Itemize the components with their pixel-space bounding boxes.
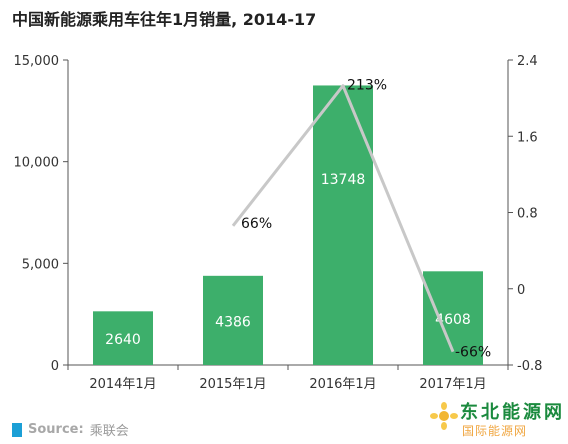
y-right-tick-label: -0.8: [517, 359, 542, 374]
source-marker-icon: [12, 423, 22, 437]
watermark-sub-text: 国际能源网: [462, 422, 527, 439]
y-left-tick-label: 5,000: [22, 257, 59, 272]
line-data-label: 213%: [347, 78, 387, 94]
watermark-logo: 东北能源网 国际能源网: [430, 398, 562, 442]
y-left-tick-label: 15,000: [14, 54, 60, 69]
y-right-tick-label: 2.4: [517, 54, 538, 69]
y-right-tick-label: 1.6: [517, 130, 538, 145]
line-data-label: -66%: [455, 345, 491, 361]
bar-data-label: 2640: [105, 332, 141, 348]
bar-data-label: 4386: [215, 314, 251, 330]
source-value: 乘联会: [90, 420, 129, 439]
x-tick-label: 2017年1月: [419, 377, 486, 392]
y-left-tick-label: 0: [51, 359, 59, 374]
source-line: Source: 乘联会: [12, 420, 129, 439]
sunflower-icon: [430, 402, 458, 430]
source-label: Source:: [28, 422, 84, 437]
x-tick-label: 2015年1月: [199, 377, 266, 392]
y-right-tick-label: 0: [517, 283, 525, 298]
y-left-tick-label: 10,000: [14, 156, 60, 171]
y-right-tick-label: 0.8: [517, 207, 538, 222]
watermark-main-text: 东北能源网: [460, 398, 565, 424]
bar: [313, 85, 373, 365]
x-tick-label: 2016年1月: [309, 377, 376, 392]
bar-data-label: 13748: [321, 172, 366, 188]
x-tick-label: 2014年1月: [89, 377, 156, 392]
line-data-label: 66%: [241, 216, 272, 232]
